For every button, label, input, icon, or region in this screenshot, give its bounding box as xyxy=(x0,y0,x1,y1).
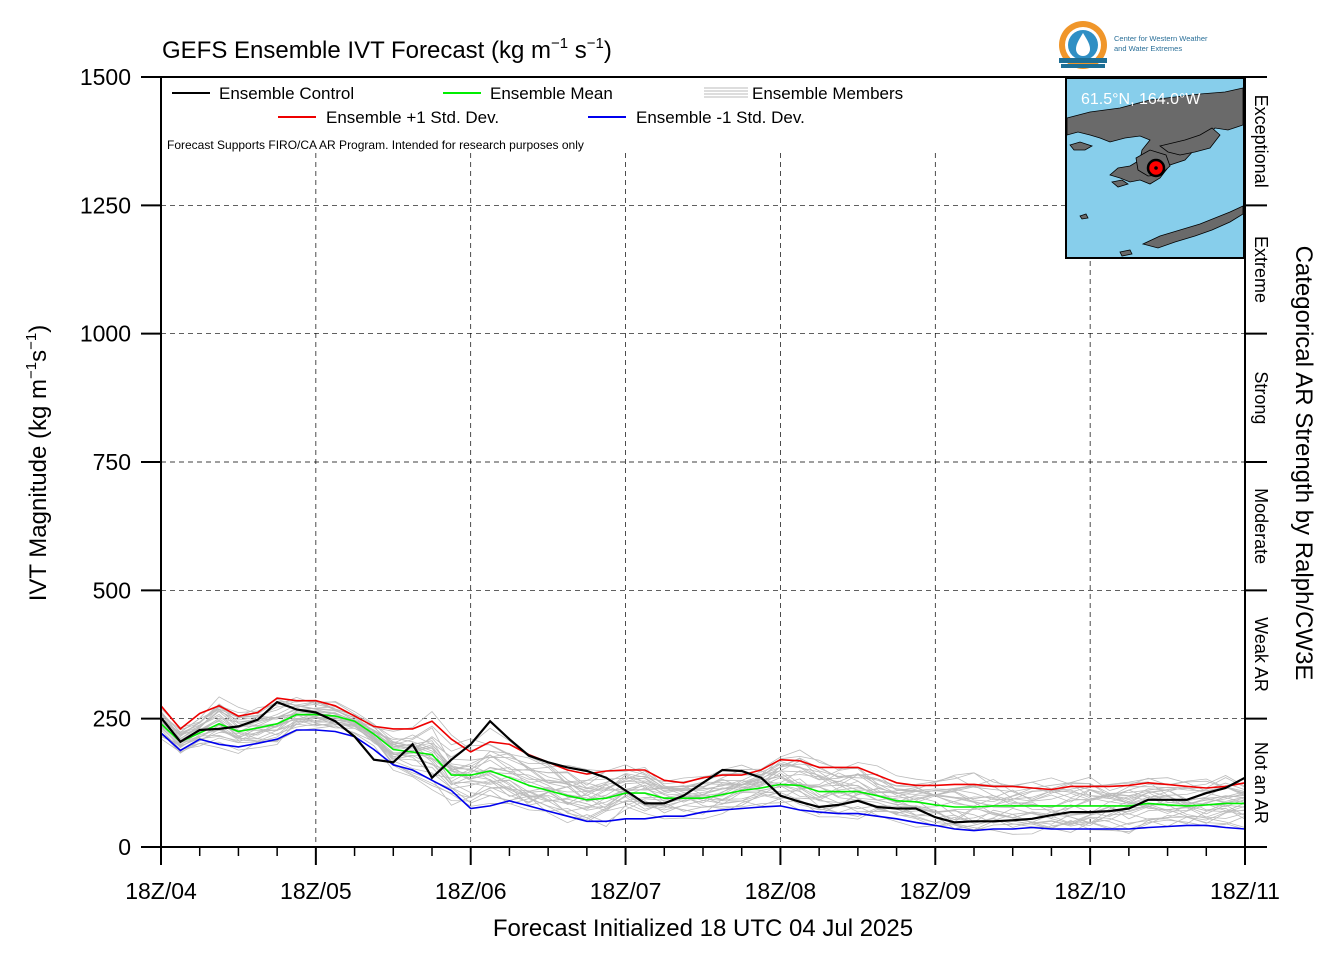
ensemble-member-line xyxy=(160,701,1246,795)
legend-plus-std: Ensemble +1 Std. Dev. xyxy=(326,108,499,127)
legend-members: Ensemble Members xyxy=(752,84,903,103)
y-tick-label: 500 xyxy=(93,577,131,603)
logo-line-1: Center for Western Weather xyxy=(1114,34,1208,43)
legend-members-swatch xyxy=(704,87,748,98)
y-tick-label: 250 xyxy=(93,706,131,732)
plus-std-line xyxy=(160,697,1246,791)
ensemble-member-line xyxy=(160,718,1246,824)
ensemble-member-line xyxy=(160,716,1246,828)
x-tick-label: 18Z/07 xyxy=(590,878,662,904)
ensemble-member-line xyxy=(160,716,1246,827)
x-tick-label: 18Z/11 xyxy=(1210,878,1280,904)
y-tick-label: 1250 xyxy=(80,192,131,218)
ensemble-member-line xyxy=(160,700,1246,806)
x-tick-label: 18Z/04 xyxy=(125,878,197,904)
location-inset-map: 61.5°N, 164.0°W xyxy=(1065,77,1245,259)
category-label: Weak AR xyxy=(1251,617,1271,692)
category-axis: Not an AR Weak AR Moderate Strong Extreme Exc… xyxy=(1245,76,1271,848)
x-axis: 18Z/04 18Z/05 18Z/06 18Z/07 18Z/08 18Z/09 18Z/… xyxy=(125,847,1280,904)
y-tick-label: 1500 xyxy=(80,64,131,90)
chart-title: GEFS Ensemble IVT Forecast (kg m−1 s−1) xyxy=(162,35,612,64)
research-note: Forecast Supports FIRO/CA AR Program. In… xyxy=(167,138,584,152)
ensemble-member-line xyxy=(160,723,1246,830)
category-label: Exceptional xyxy=(1251,95,1271,188)
ensemble-control-line xyxy=(160,700,1246,824)
water-drop-icon xyxy=(1076,33,1090,56)
ensemble-member-line xyxy=(160,708,1246,805)
legend: Ensemble Control Ensemble Mean Ensemble … xyxy=(167,84,903,152)
ensemble-member-line xyxy=(160,703,1246,803)
y-tick-label: 750 xyxy=(93,449,131,475)
minus-std-line xyxy=(160,729,1246,832)
ensemble-series xyxy=(160,697,1246,832)
ensemble-member-line xyxy=(160,711,1246,809)
x-tick-label: 18Z/09 xyxy=(899,878,971,904)
ensemble-member-line xyxy=(160,701,1246,811)
ensemble-mean-line xyxy=(160,713,1245,808)
y-tick-label: 0 xyxy=(118,834,131,860)
inset-coordinates: 61.5°N, 164.0°W xyxy=(1081,91,1201,108)
category-label: Strong xyxy=(1251,371,1271,424)
ensemble-member-line xyxy=(160,722,1246,816)
legend-mean: Ensemble Mean xyxy=(490,84,613,103)
ensemble-members xyxy=(160,696,1246,835)
cw3e-logo: Center for Western Weather and Water Ext… xyxy=(1059,21,1208,69)
x-tick-label: 18Z/10 xyxy=(1054,878,1126,904)
legend-minus-std: Ensemble -1 Std. Dev. xyxy=(636,108,805,127)
ensemble-member-line xyxy=(160,714,1246,827)
y-tick-label: 1000 xyxy=(80,321,131,347)
ensemble-member-line xyxy=(160,716,1246,833)
y-axis: 0 250 500 750 1000 1250 1500 xyxy=(80,64,161,860)
x-tick-label: 18Z/05 xyxy=(280,878,352,904)
category-label: Extreme xyxy=(1251,236,1271,303)
grid-lines xyxy=(161,153,1245,847)
y-axis-label: IVT Magnitude (kg m−1s−1) xyxy=(23,325,52,602)
ensemble-member-line xyxy=(160,711,1246,829)
x-axis-label: Forecast Initialized 18 UTC 04 Jul 2025 xyxy=(493,915,913,942)
logo-line-2: and Water Extremes xyxy=(1114,44,1182,53)
legend-control: Ensemble Control xyxy=(219,84,354,103)
plot-area: 18Z/04 18Z/05 18Z/06 18Z/07 18Z/08 18Z/09 18Z/… xyxy=(80,64,1280,904)
category-label: Moderate xyxy=(1251,488,1271,564)
category-axis-label: Categorical AR Strength by Ralph/CW3E xyxy=(1290,246,1317,681)
x-tick-label: 18Z/06 xyxy=(435,878,507,904)
category-label: Not an AR xyxy=(1251,742,1271,824)
x-tick-label: 18Z/08 xyxy=(745,878,817,904)
